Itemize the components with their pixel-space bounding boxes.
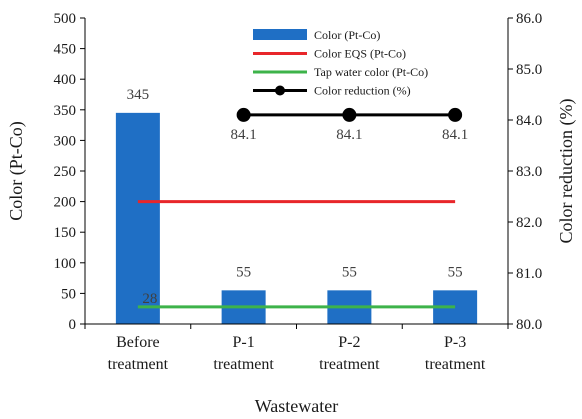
y-tick-label-5: 250 bbox=[54, 164, 77, 180]
reduction-label-3: 84.1 bbox=[442, 127, 468, 143]
x-tick-label-1: P-1 treatment bbox=[213, 334, 274, 373]
y2-tick-label-2: 82.0 bbox=[516, 215, 542, 231]
x-tick-label-line: Before bbox=[116, 334, 160, 351]
x-tick-label-line: treatment bbox=[213, 356, 274, 373]
bar-series-color bbox=[115, 112, 478, 324]
y-tick-label-4: 200 bbox=[54, 195, 77, 211]
x-tick-label-line: P-1 bbox=[233, 334, 255, 351]
legend-marker-3 bbox=[275, 85, 285, 96]
x-tick-label-2: P-2 treatment bbox=[319, 334, 380, 373]
y-tick-label-8: 400 bbox=[54, 72, 77, 88]
y2-tick-label-4: 84.0 bbox=[516, 113, 542, 129]
x-tick-label-line: treatment bbox=[319, 356, 380, 373]
y-tick-label-6: 300 bbox=[54, 133, 77, 149]
y2-axis-title: Color reduction (%) bbox=[556, 99, 577, 244]
bar-label-3: 55 bbox=[448, 264, 463, 280]
y-tick-label-1: 50 bbox=[61, 286, 76, 302]
legend: Color (Pt-Co) Color EQS (Pt-Co) Tap water … bbox=[253, 28, 428, 98]
x-tick-label-line: treatment bbox=[108, 356, 169, 373]
tap-water-label-0: 28 bbox=[142, 291, 157, 307]
y-tick-label-9: 450 bbox=[54, 42, 77, 58]
axes: 0 50 100 150 200 250 300 350 400 450 500 80.0 81.0 82… bbox=[6, 11, 577, 416]
y-axis-title: Color (Pt-Co) bbox=[6, 121, 27, 221]
y2-tick-label-6: 86.0 bbox=[516, 11, 542, 27]
color-reduction-marker-1 bbox=[342, 107, 357, 122]
reduction-label-1: 84.1 bbox=[231, 127, 257, 143]
y-tick-label-7: 350 bbox=[54, 103, 77, 119]
data-labels: 345 55 55 55 28 84.1 84.1 84.1 bbox=[127, 87, 469, 307]
x-tick-label-line: treatment bbox=[425, 356, 486, 373]
legend-label-0: Color (Pt-Co) bbox=[314, 28, 380, 42]
bar-label-0: 345 bbox=[127, 87, 150, 103]
bar-0 bbox=[115, 112, 160, 324]
color-reduction-marker-0 bbox=[236, 107, 251, 122]
y2-tick-label-3: 83.0 bbox=[516, 164, 542, 180]
x-tick-label-0: Before treatment bbox=[108, 334, 169, 373]
x-tick-label-line: P-2 bbox=[338, 334, 360, 351]
x-tick-label-line: P-3 bbox=[444, 334, 466, 351]
y2-tick-label-5: 85.0 bbox=[516, 62, 542, 78]
bar-label-2: 55 bbox=[342, 264, 357, 280]
legend-swatch-0 bbox=[253, 29, 307, 40]
legend-label-2: Tap water color (Pt-Co) bbox=[314, 65, 428, 79]
y2-tick-label-0: 80.0 bbox=[516, 317, 542, 333]
y-tick-label-0: 0 bbox=[69, 317, 77, 333]
y2-tick-label-1: 81.0 bbox=[516, 266, 542, 282]
color-reduction-marker-2 bbox=[448, 107, 463, 122]
y-tick-label-10: 500 bbox=[54, 11, 77, 27]
y-tick-label-3: 150 bbox=[54, 225, 77, 241]
bar-label-1: 55 bbox=[236, 264, 251, 280]
legend-label-1: Color EQS (Pt-Co) bbox=[314, 47, 406, 61]
line-series bbox=[137, 107, 463, 309]
y-tick-label-2: 100 bbox=[54, 256, 77, 272]
legend-label-3: Color reduction (%) bbox=[314, 84, 411, 98]
x-tick-label-3: P-3 treatment bbox=[425, 334, 486, 373]
reduction-label-2: 84.1 bbox=[336, 127, 362, 143]
x-axis-title: Wastewater bbox=[255, 396, 339, 416]
